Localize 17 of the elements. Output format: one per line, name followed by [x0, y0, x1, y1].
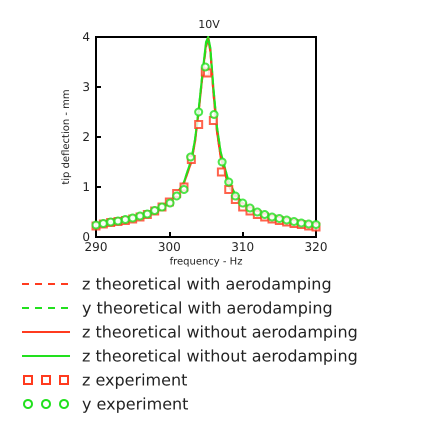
y-tick-label: 3: [82, 80, 90, 94]
y-tick-label: 4: [82, 30, 90, 44]
x-tick-label: 290: [84, 240, 108, 254]
legend-label: y theoretical with aerodamping: [82, 298, 333, 318]
y-tick-label: 1: [82, 180, 90, 194]
legend-label: z theoretical without aerodamping: [82, 322, 358, 342]
legend-label: z experiment: [82, 370, 188, 390]
legend-label: z theoretical without aerodamping: [82, 346, 358, 366]
x-axis-title: frequency - Hz: [170, 256, 242, 268]
x-tick-label: 320: [304, 240, 328, 254]
legend-label: y experiment: [82, 394, 188, 414]
legend-label: z theoretical with aerodamping: [82, 274, 332, 294]
x-tick-label: 300: [158, 240, 181, 254]
y-axis-title: tip deflection - mm: [60, 89, 72, 185]
chart-title: 10V: [198, 18, 220, 31]
y-tick-label: 2: [82, 130, 90, 144]
x-tick-label: 310: [231, 240, 254, 254]
